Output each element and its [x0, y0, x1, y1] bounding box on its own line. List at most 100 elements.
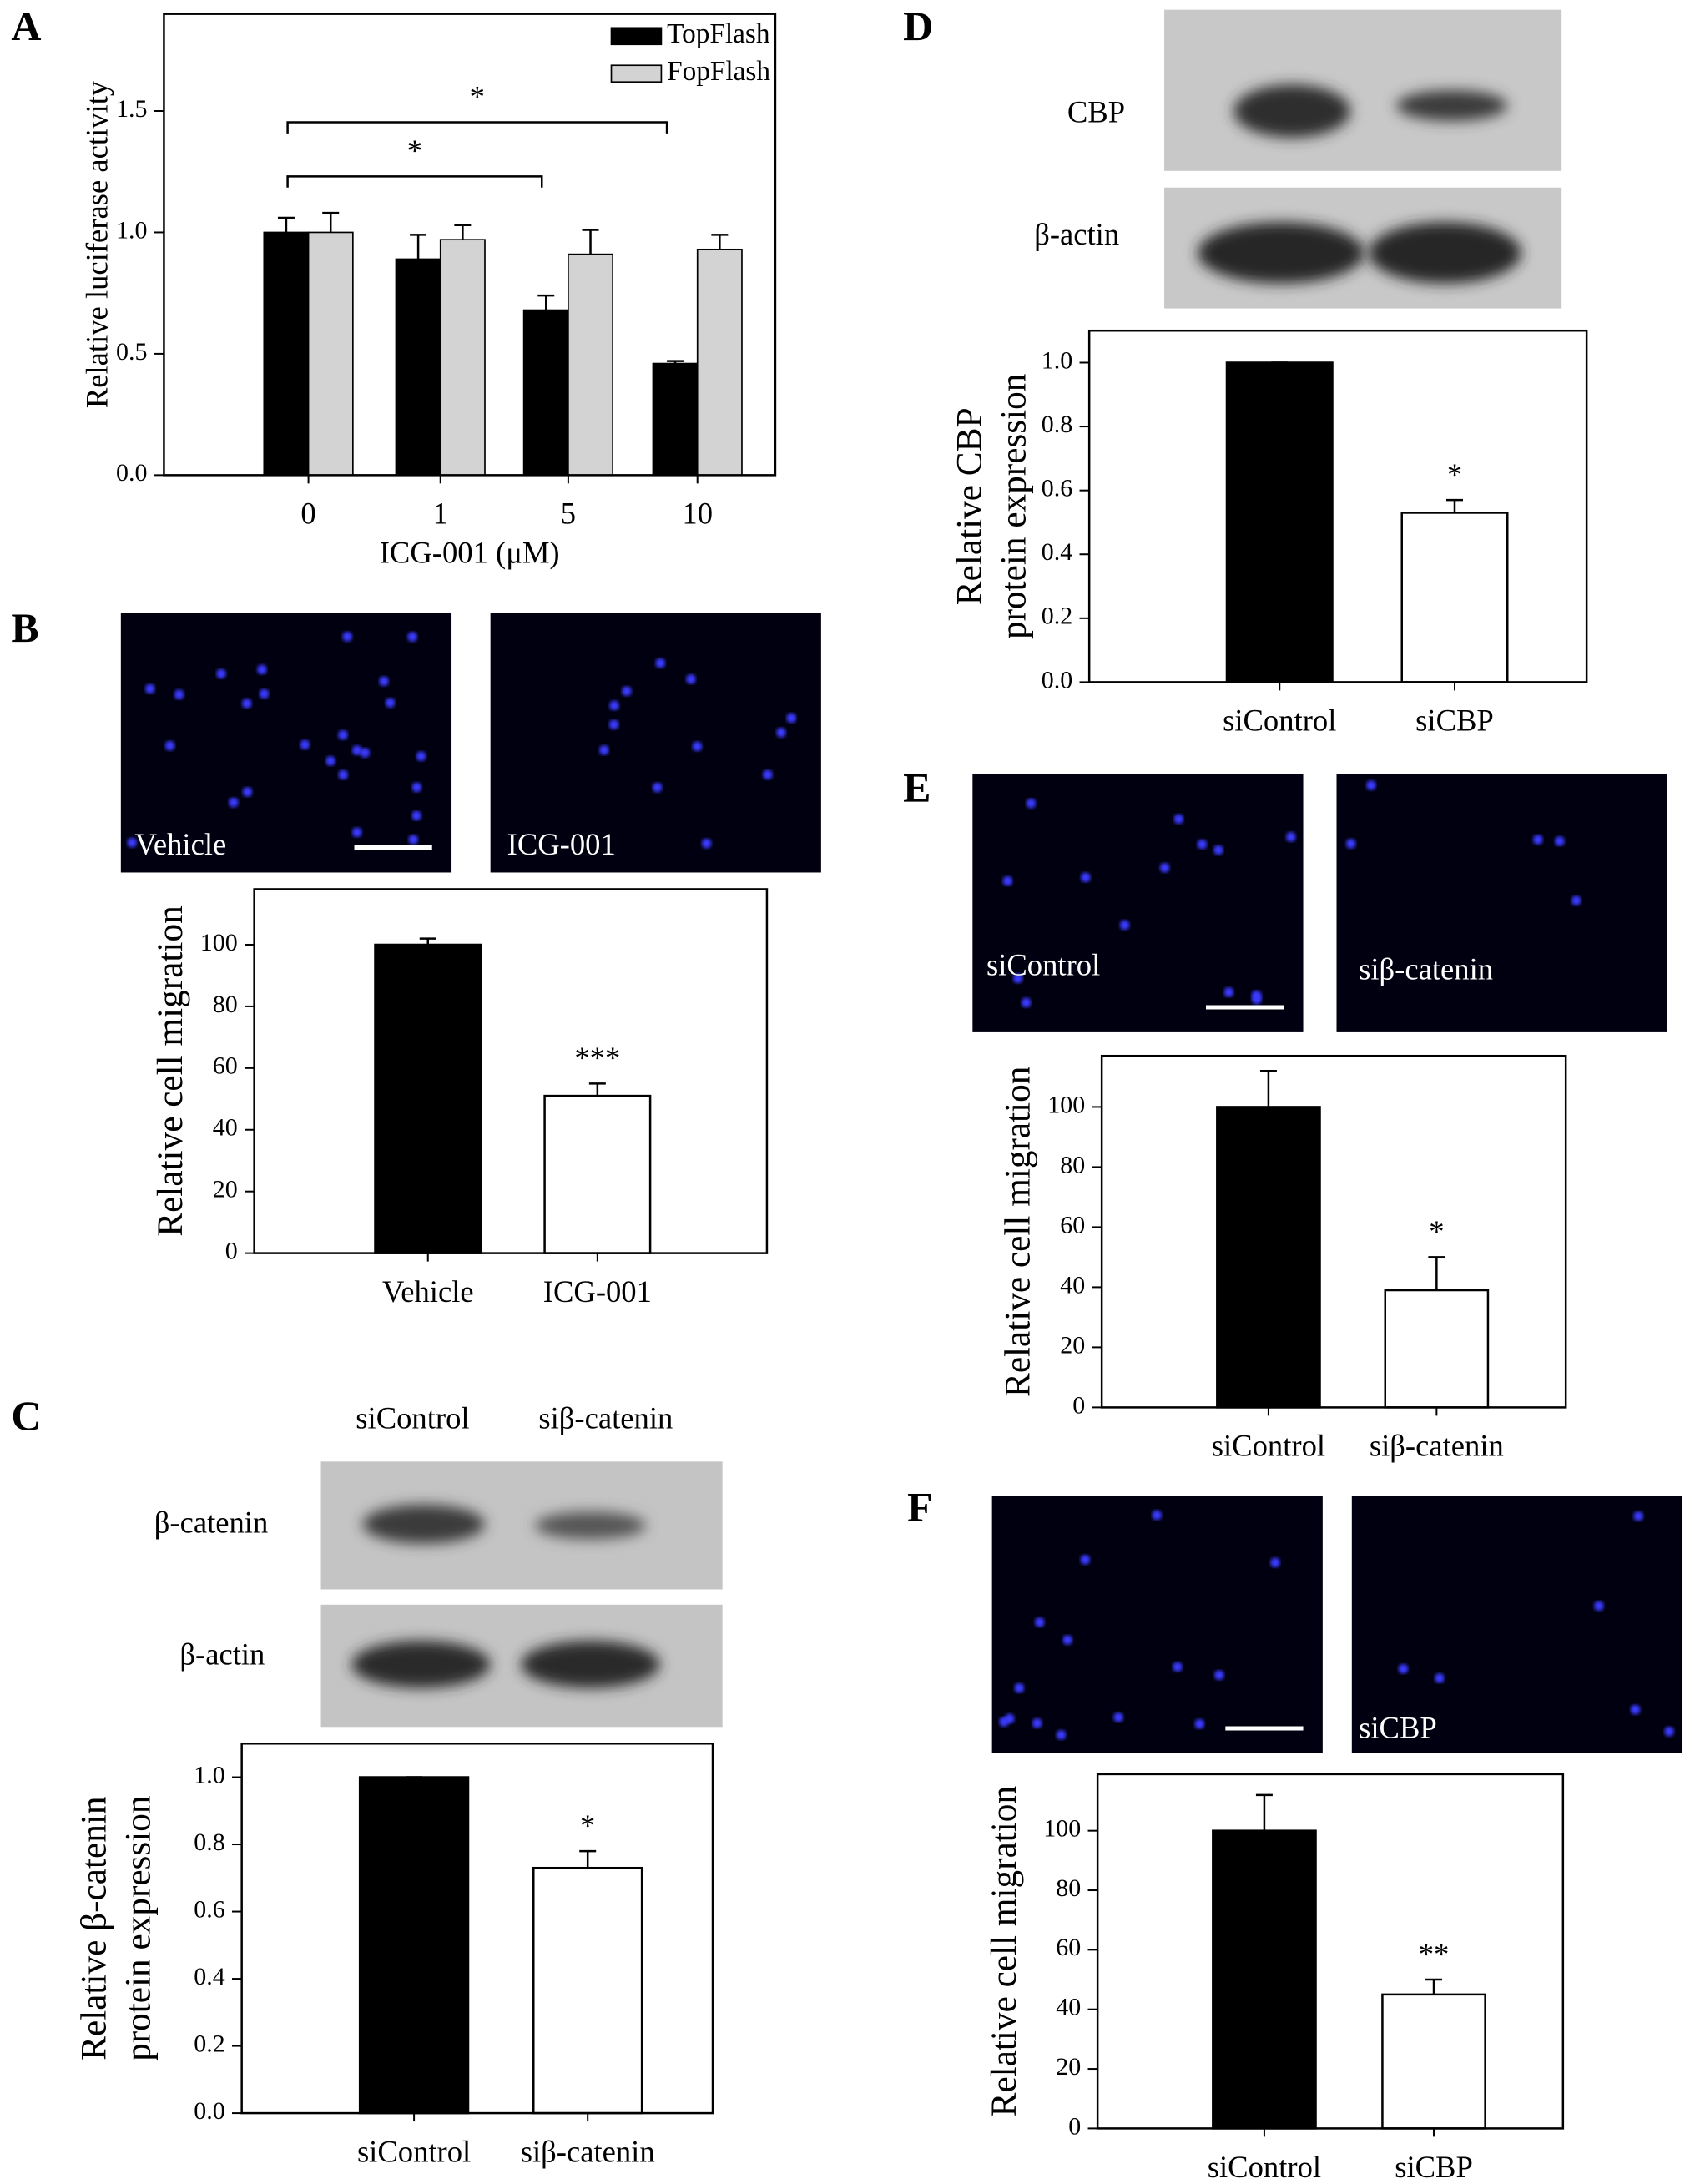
nucleus — [407, 632, 417, 642]
bar — [1400, 512, 1509, 683]
significance-label: * — [407, 134, 422, 168]
micrograph — [490, 613, 821, 873]
nucleus — [338, 769, 348, 780]
y-tick-label: 0.2 — [1042, 603, 1072, 630]
nucleus — [1630, 1704, 1641, 1715]
nucleus — [686, 674, 696, 684]
bar — [1216, 1106, 1321, 1409]
legend-swatch — [610, 64, 663, 83]
bar — [532, 1866, 643, 2115]
band — [521, 1641, 660, 1688]
micrograph — [1351, 1496, 1683, 1753]
x-tick-label: siCBP — [1415, 704, 1494, 738]
y-axis-label: Relative luciferase activity — [79, 80, 114, 408]
image-label: siβ-catenin — [1359, 952, 1493, 986]
y-tick-label: 0.0 — [1042, 666, 1072, 694]
bar — [395, 258, 441, 477]
nucleus — [1593, 1601, 1604, 1612]
nucleus — [1532, 835, 1543, 845]
micrograph — [120, 613, 452, 873]
band — [1396, 90, 1508, 121]
nucleus — [1113, 1712, 1123, 1722]
y-tick-label: 80 — [1056, 1874, 1081, 1902]
nucleus — [1026, 798, 1037, 809]
nucleus — [325, 756, 335, 766]
image-label: siCBP — [1359, 1711, 1437, 1745]
bar — [1381, 1993, 1486, 2130]
bar — [696, 248, 743, 477]
row-label: β-actin — [1034, 217, 1119, 251]
nucleus — [411, 810, 421, 821]
nucleus — [1119, 920, 1130, 931]
bar — [263, 231, 310, 477]
bar — [568, 253, 613, 477]
micrographs — [120, 613, 1683, 1753]
nucleus — [1285, 832, 1296, 842]
band — [351, 1641, 491, 1688]
micrograph — [1336, 774, 1667, 1032]
nucleus — [1398, 1663, 1409, 1674]
y-tick-label: 80 — [213, 991, 238, 1018]
lane-label: siβ-catenin — [538, 1400, 673, 1435]
plot-frame — [163, 13, 777, 477]
x-tick-label: siCBP — [1395, 2150, 1473, 2184]
nucleus — [1571, 895, 1581, 905]
nucleus — [342, 631, 352, 642]
significance-label: ** — [1419, 1937, 1450, 1971]
nucleus — [786, 713, 797, 724]
significance-label: * — [580, 1808, 595, 1843]
image-labels: Vehicle ICG-001 siControl siβ-catenin si… — [134, 827, 1493, 1745]
band — [534, 1511, 647, 1540]
nucleus — [1056, 1729, 1067, 1740]
nucleus — [144, 683, 155, 694]
y-tick-label: 0 — [1072, 1391, 1085, 1419]
blot-c: siControl siβ-catenin β-catenin β-actin — [154, 1400, 723, 1728]
band — [1368, 222, 1521, 284]
nucleus — [300, 739, 310, 750]
bar — [543, 1094, 652, 1254]
y-axis-label: Relative cell migration — [150, 905, 190, 1236]
nucleus — [692, 741, 703, 752]
y-axis-label: protein expression — [994, 374, 1034, 639]
y-tick-label: 0.6 — [1042, 475, 1072, 502]
bar — [358, 1776, 470, 2115]
nucleus — [351, 827, 362, 838]
y-tick-label: 40 — [1056, 1994, 1081, 2021]
nucleus — [164, 740, 175, 751]
nucleus — [1345, 839, 1356, 849]
nucleus — [385, 698, 396, 708]
y-tick-label: 40 — [1060, 1271, 1085, 1299]
nucleus — [763, 769, 773, 780]
y-axis-label: Relative cell migration — [984, 1786, 1024, 2116]
y-axis-label: Relative β-catenin — [73, 1797, 114, 2060]
nucleus — [1664, 1726, 1674, 1737]
x-tick-label: siβ-catenin — [521, 2134, 655, 2168]
x-tick-label: siControl — [1208, 2150, 1321, 2184]
micrograph — [991, 1496, 1323, 1753]
y-tick-label: 20 — [1056, 2053, 1081, 2081]
nucleus — [1633, 1511, 1643, 1521]
y-tick-label: 20 — [213, 1176, 238, 1203]
legend-label: FopFlash — [667, 56, 770, 87]
y-tick-label: 0.8 — [194, 1828, 224, 1856]
plot-frame — [240, 1743, 714, 2115]
bar — [1384, 1289, 1490, 1409]
x-tick-label: ICG-001 — [543, 1274, 652, 1309]
significance-label: * — [470, 79, 485, 113]
significance-label: * — [1429, 1214, 1444, 1248]
y-tick-label: 100 — [1043, 1815, 1081, 1843]
nucleus — [1159, 862, 1170, 873]
y-axis-label: Relative cell migration — [998, 1067, 1038, 1397]
y-tick-label: 1.0 — [194, 1761, 224, 1788]
nucleus — [338, 729, 348, 740]
bar — [652, 362, 699, 477]
nucleus — [259, 688, 270, 699]
nucleus — [1213, 845, 1223, 855]
y-tick-label: 0.6 — [194, 1895, 224, 1923]
x-tick-label: Vehicle — [382, 1274, 474, 1309]
nucleus — [1081, 872, 1091, 883]
nucleus — [351, 745, 362, 755]
image-label: siControl — [986, 948, 1100, 982]
y-tick-label: 1.5 — [116, 95, 147, 123]
